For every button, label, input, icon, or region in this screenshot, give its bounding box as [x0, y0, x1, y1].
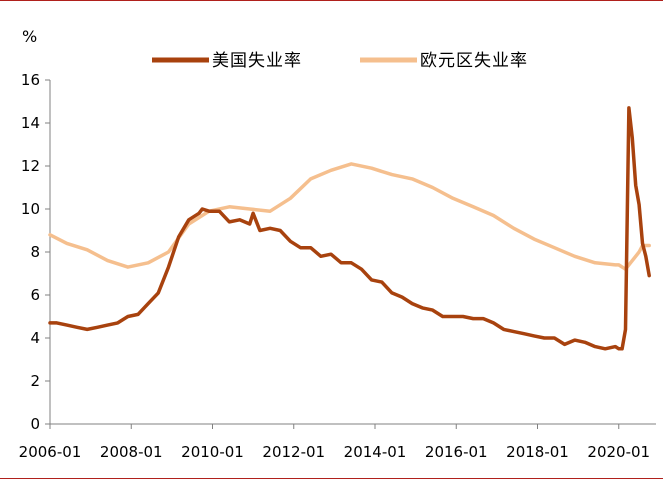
series-line-euro-unemployment: [48, 162, 651, 271]
series-lines: [48, 106, 651, 351]
x-tick-label: 2008-01: [100, 443, 163, 461]
y-tick-label: 12: [21, 157, 40, 175]
x-tick-label: 2018-01: [506, 443, 569, 461]
y-tick-label: 10: [21, 200, 40, 218]
y-tick-label: 14: [21, 114, 40, 132]
y-tick-label: 8: [30, 243, 40, 261]
x-tick-label: 2016-01: [425, 443, 488, 461]
x-tick-label: 2014-01: [344, 443, 407, 461]
x-tick-label: 2006-01: [19, 443, 82, 461]
y-tick-label: 16: [21, 71, 40, 89]
y-tick-label: 0: [30, 415, 40, 433]
top-border-line: [0, 0, 663, 1]
y-tick-label: 6: [30, 286, 40, 304]
x-tick-label: 2020-01: [587, 443, 650, 461]
series-line-us-unemployment: [48, 106, 651, 351]
legend-label-us: 美国失业率: [212, 51, 302, 71]
x-tick-label: 2012-01: [262, 443, 325, 461]
y-axis-unit-label: %: [22, 27, 37, 46]
legend: 美国失业率 欧元区失业率: [152, 51, 528, 71]
legend-label-euro: 欧元区失业率: [420, 51, 528, 71]
y-tick-label: 4: [30, 329, 40, 347]
x-tick-label: 2010-01: [181, 443, 244, 461]
axes: 0 2 4 6 8 10 12 14 16 2006-01 2008-01 2010-01 2012-0…: [19, 71, 656, 461]
y-tick-label: 2: [30, 372, 40, 390]
